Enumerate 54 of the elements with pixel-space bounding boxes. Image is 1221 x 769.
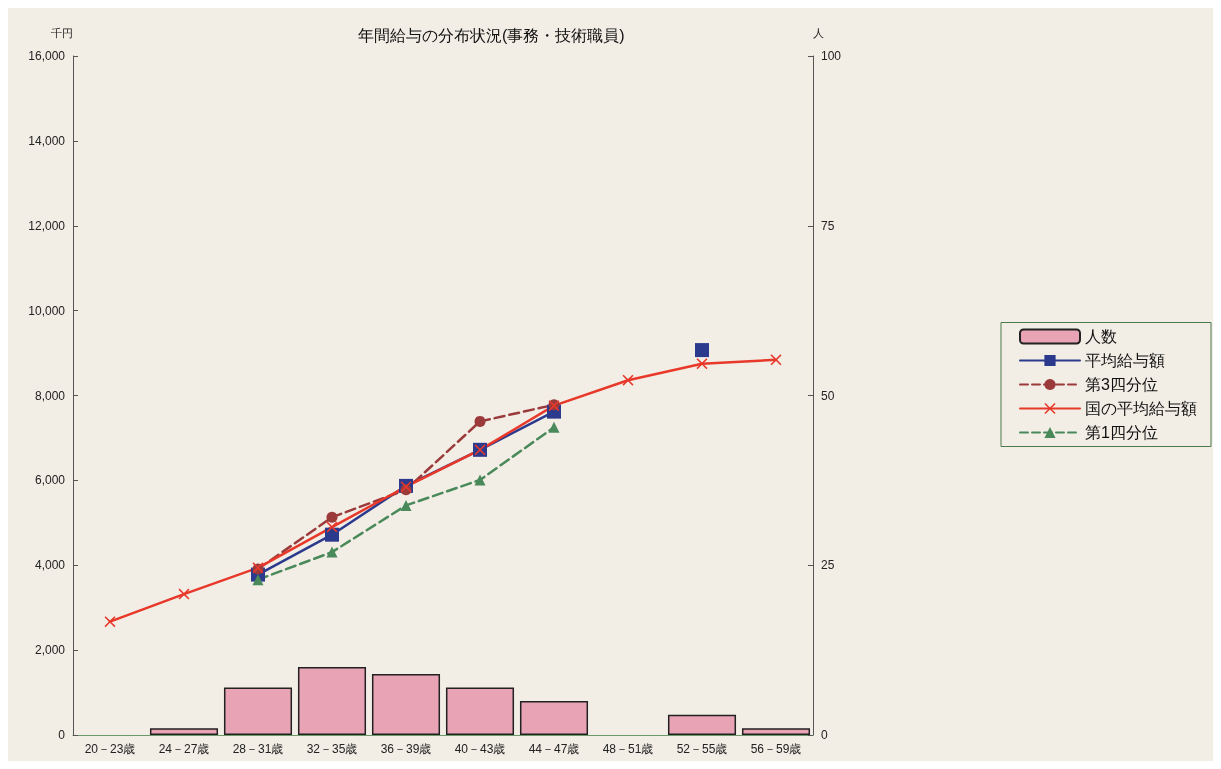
point bbox=[326, 546, 338, 558]
y-tick-label: 8,000 bbox=[34, 388, 66, 403]
x-tick-label: 52－55歳 bbox=[676, 742, 728, 756]
y-tick-label: 12,000 bbox=[28, 218, 66, 233]
bar bbox=[223, 687, 293, 735]
legend-label: 国の平均給与額 bbox=[1085, 400, 1197, 417]
bar bbox=[667, 714, 737, 735]
point bbox=[326, 521, 338, 533]
legend-label: 人数 bbox=[1085, 328, 1117, 345]
x-tick-label: 28－31歳 bbox=[232, 742, 284, 756]
point bbox=[400, 499, 412, 511]
y2-tick-label: 25 bbox=[821, 558, 835, 573]
bar bbox=[297, 667, 367, 735]
y2-tick-label: 100 bbox=[821, 49, 842, 63]
x-tick-label: 36－39歳 bbox=[380, 742, 432, 756]
legend-label: 第1四分位 bbox=[1085, 424, 1158, 441]
x-tick-label: 24－27歳 bbox=[158, 742, 210, 756]
point bbox=[252, 574, 264, 586]
point bbox=[474, 415, 486, 427]
y-tick-label: 2,000 bbox=[34, 643, 66, 658]
x-tick-label: 44－47歳 bbox=[528, 742, 580, 756]
bar bbox=[445, 687, 515, 735]
bar bbox=[741, 728, 811, 735]
y-tick-label: 14,000 bbox=[28, 133, 66, 148]
point bbox=[104, 616, 116, 628]
y-tick-label: 4,000 bbox=[34, 558, 66, 573]
y2-tick-label: 75 bbox=[821, 218, 835, 233]
y2-tick-label: 0 bbox=[821, 728, 828, 742]
point bbox=[178, 588, 190, 600]
point bbox=[770, 354, 782, 366]
point bbox=[548, 421, 560, 433]
bar bbox=[149, 728, 219, 735]
point bbox=[474, 474, 486, 486]
point bbox=[696, 358, 708, 370]
y-axis-title: 千円 bbox=[51, 26, 73, 39]
x-tick-label: 56－59歳 bbox=[750, 742, 802, 756]
y-tick-label: 6,000 bbox=[34, 473, 66, 488]
legend-label: 第3四分位 bbox=[1085, 376, 1158, 393]
y-tick-label: 16,000 bbox=[28, 49, 66, 63]
y-tick-label: 10,000 bbox=[28, 303, 66, 318]
bar bbox=[371, 673, 441, 735]
x-tick-label: 32－35歳 bbox=[306, 742, 358, 756]
y-tick-label: 0 bbox=[58, 728, 66, 742]
x-tick-label: 40－43歳 bbox=[454, 742, 506, 756]
point bbox=[326, 511, 338, 523]
x-tick-label: 20－23歳 bbox=[84, 742, 136, 756]
x-tick-label: 48－51歳 bbox=[602, 742, 654, 756]
bar bbox=[519, 701, 589, 735]
legend-label: 平均給与額 bbox=[1085, 352, 1165, 369]
y2-axis-title: 人 bbox=[813, 26, 824, 39]
y2-tick-label: 50 bbox=[821, 388, 835, 403]
point bbox=[622, 374, 634, 386]
chart-title: 年間給与の分布状況(事務・技術職員) bbox=[358, 26, 625, 44]
point bbox=[695, 343, 709, 358]
